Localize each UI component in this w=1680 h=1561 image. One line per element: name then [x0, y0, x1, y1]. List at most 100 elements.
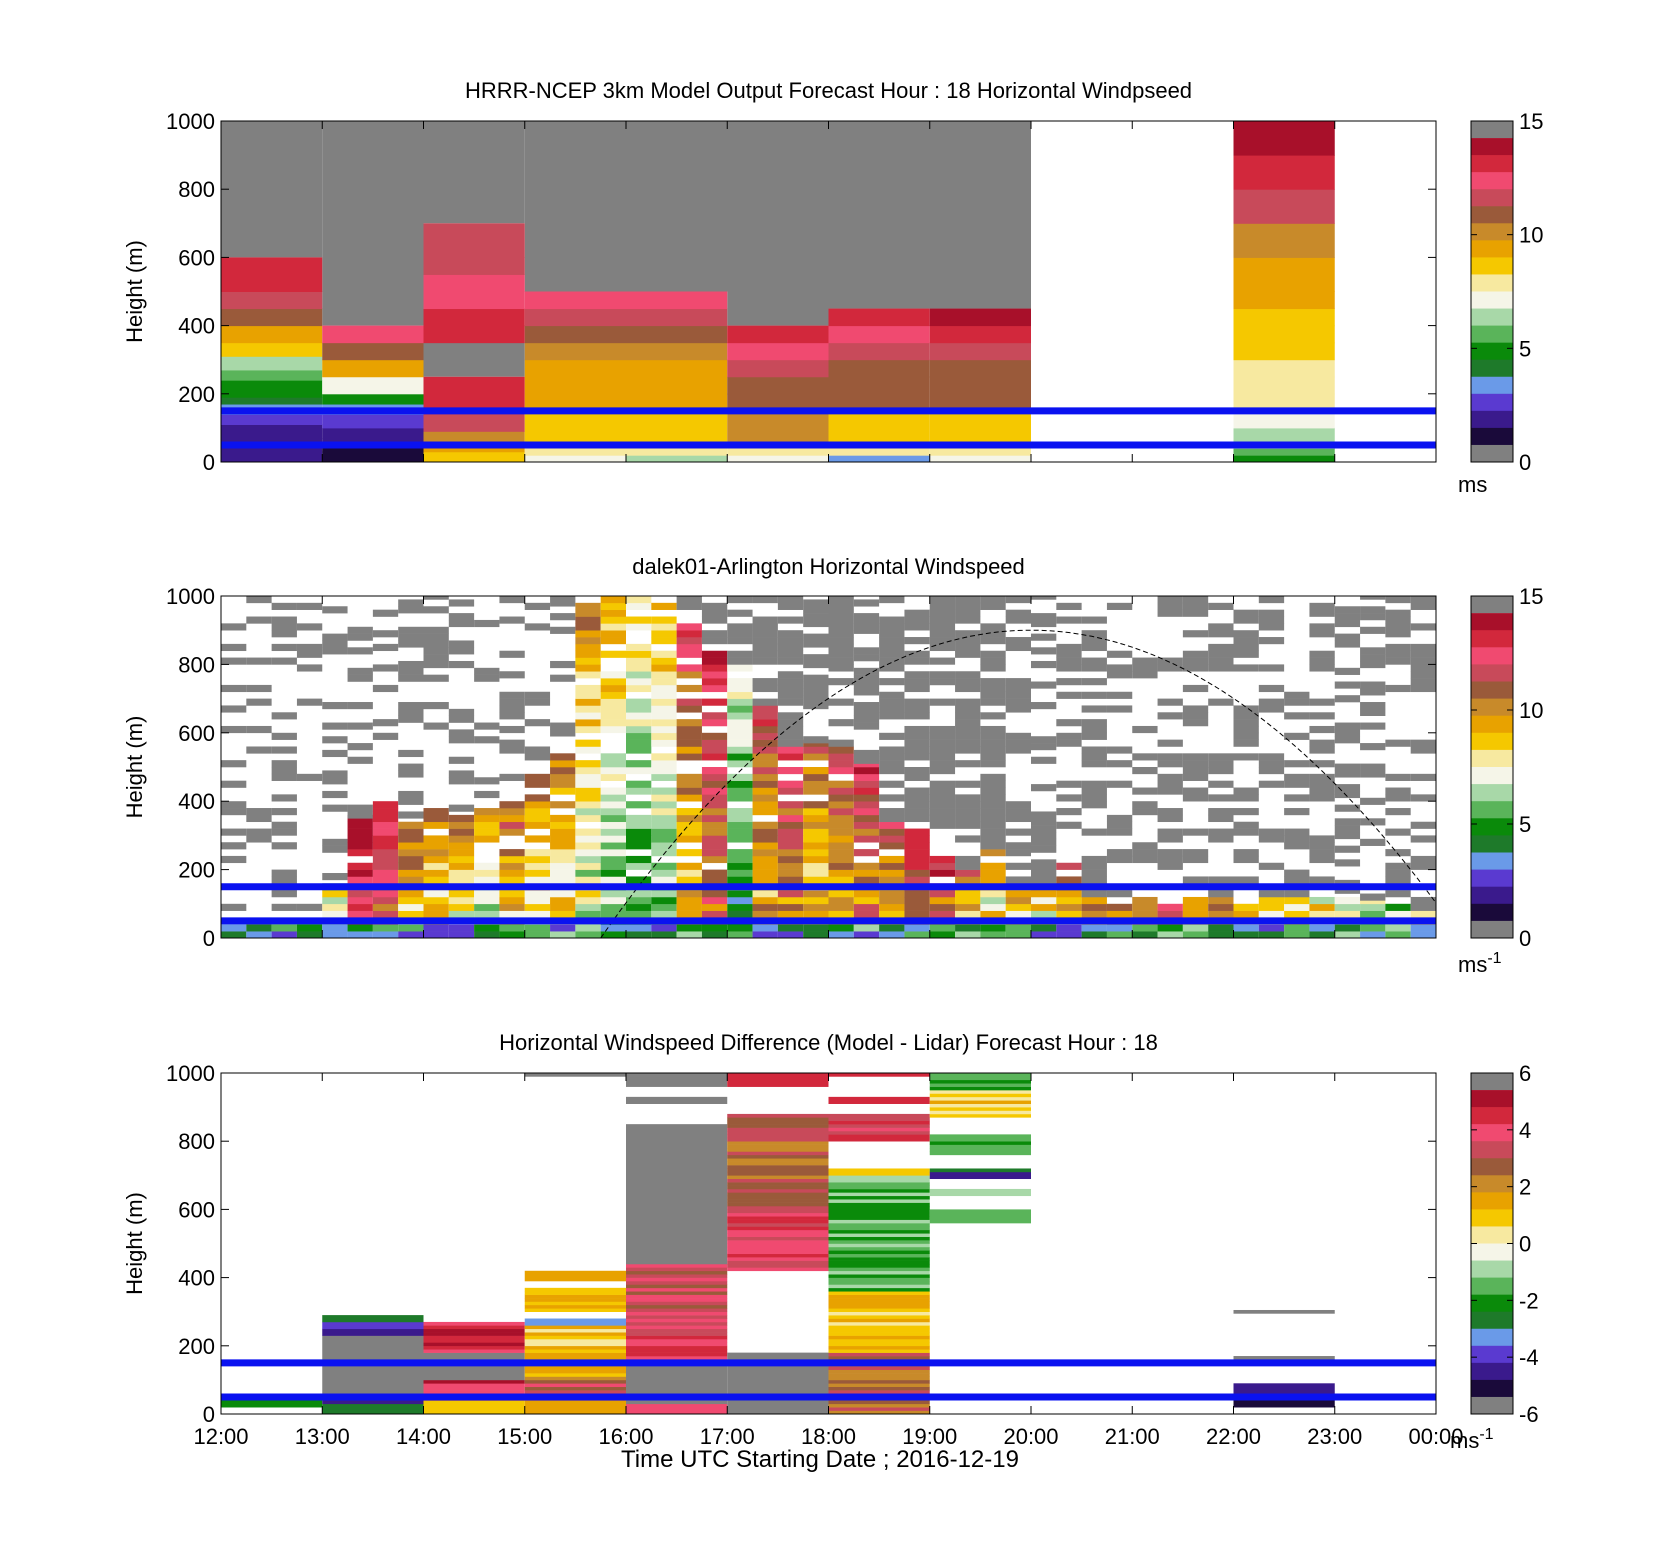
data-cell	[626, 650, 652, 658]
gray-cell	[1081, 705, 1107, 713]
data-cell	[701, 835, 728, 843]
gray-cell	[955, 630, 981, 638]
data-cell	[550, 849, 576, 857]
data-cell	[1233, 903, 1259, 911]
data-cell	[727, 455, 829, 462]
gray-cell	[271, 828, 297, 836]
data-cell	[752, 808, 778, 816]
gray-cell	[1360, 708, 1386, 716]
data-cell	[803, 753, 829, 761]
data-cell	[626, 903, 652, 911]
data-cell	[524, 1338, 626, 1343]
data-cell	[524, 780, 551, 788]
data-cell	[727, 910, 753, 918]
data-cell	[600, 801, 626, 809]
gray-cell	[929, 630, 956, 638]
data-cell	[322, 903, 348, 911]
data-cell	[1385, 903, 1411, 911]
gray-cell	[1157, 712, 1183, 720]
gray-cell	[676, 602, 702, 610]
gray-cell	[221, 828, 247, 836]
gray-cell	[980, 637, 1006, 645]
data-cell	[626, 684, 652, 693]
data-cell	[828, 808, 854, 816]
data-cell	[828, 869, 854, 877]
gray-cell	[1081, 719, 1107, 727]
data-cell	[828, 1345, 930, 1350]
data-cell	[600, 630, 626, 638]
colorbar-swatch	[1471, 274, 1513, 292]
data-cell	[904, 862, 930, 870]
gray-cell	[929, 746, 956, 754]
data-cell	[727, 1260, 829, 1265]
gray-cell	[879, 698, 905, 706]
data-cell	[322, 325, 424, 344]
data-cell	[575, 924, 601, 932]
data-cell	[803, 903, 829, 911]
data-cell	[423, 855, 449, 864]
data-cell	[550, 780, 576, 788]
gray-cell	[1309, 630, 1335, 638]
data-cell	[651, 787, 677, 795]
gray-cell	[955, 814, 981, 823]
data-cell	[626, 924, 652, 932]
gray-cell	[1258, 835, 1285, 843]
data-cell	[828, 794, 854, 802]
data-cell	[221, 424, 323, 439]
data-cell	[626, 1403, 728, 1414]
data-cell	[1106, 910, 1133, 918]
data-cell	[929, 308, 1031, 327]
data-cell	[524, 890, 551, 898]
gray-cell	[853, 654, 880, 662]
gray-cell	[398, 790, 424, 799]
data-cell	[1233, 359, 1335, 378]
data-cell	[828, 1236, 930, 1241]
data-cell	[676, 664, 702, 672]
data-cell	[828, 1073, 930, 1077]
data-cell	[752, 890, 778, 898]
gray-cell	[1157, 787, 1183, 795]
data-cell	[828, 1250, 930, 1255]
data-cell	[575, 637, 601, 645]
y-tick-label: 1000	[166, 1061, 215, 1086]
data-cell	[828, 1386, 930, 1391]
gray-cell	[1081, 637, 1107, 645]
gray-cell	[296, 643, 323, 652]
gray-cell	[853, 599, 880, 607]
gray-cell	[980, 630, 1006, 638]
data-cell	[1132, 896, 1158, 905]
gray-cell	[803, 688, 829, 696]
data-cell	[575, 643, 601, 652]
colorbar-swatch	[1471, 886, 1513, 905]
gray-cell	[322, 722, 348, 730]
data-cell	[828, 890, 854, 898]
data-cell	[1360, 931, 1386, 938]
data-cell	[600, 609, 626, 617]
data-cell	[1284, 924, 1310, 932]
gray-cell	[398, 708, 424, 716]
gray-cell	[1031, 866, 1057, 874]
gray-cell	[980, 753, 1006, 761]
data-cell	[524, 1073, 626, 1077]
data-cell	[727, 903, 753, 911]
data-cell	[423, 1332, 525, 1336]
data-cell	[828, 896, 854, 905]
colorbar-swatch	[1471, 749, 1513, 768]
data-cell	[727, 1195, 829, 1200]
data-cell	[701, 903, 728, 911]
gray-cell	[1334, 613, 1361, 621]
gray-cell	[955, 835, 981, 843]
gray-cell	[1081, 876, 1107, 884]
gray-cell	[1182, 767, 1209, 775]
data-cell	[550, 842, 576, 850]
data-cell	[524, 1270, 626, 1282]
data-cell	[626, 410, 728, 443]
data-cell	[651, 760, 677, 768]
data-cell	[727, 1178, 829, 1183]
gray-cell	[904, 684, 930, 693]
data-cell	[372, 835, 399, 843]
gray-cell	[1258, 705, 1285, 713]
gray-cell	[372, 630, 399, 638]
data-cell	[777, 876, 804, 884]
